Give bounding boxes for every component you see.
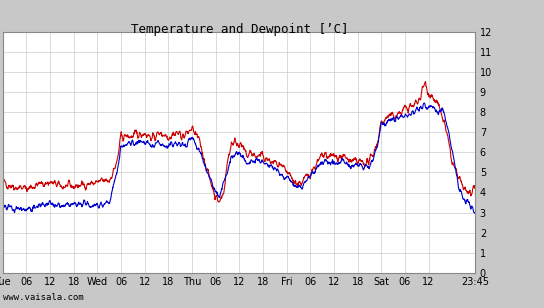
Text: Temperature and Dewpoint [’C]: Temperature and Dewpoint [’C] (131, 23, 348, 36)
Text: www.vaisala.com: www.vaisala.com (3, 293, 83, 302)
